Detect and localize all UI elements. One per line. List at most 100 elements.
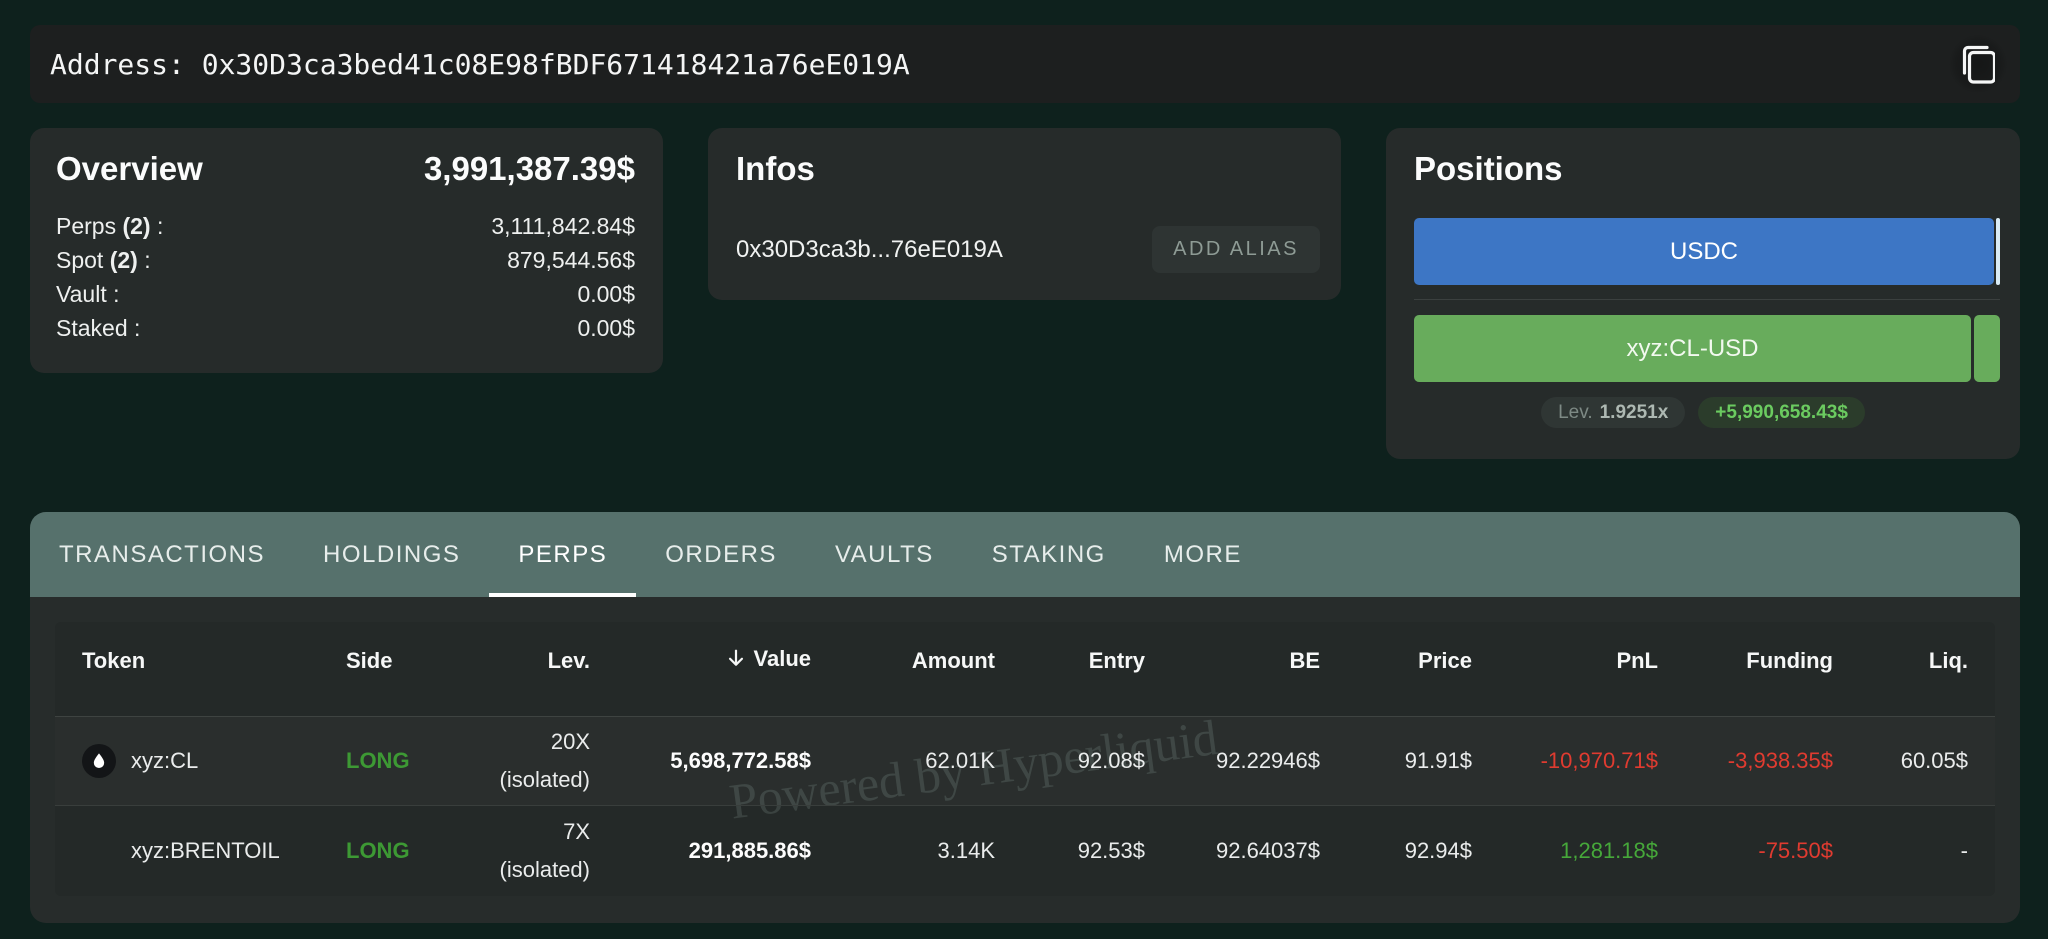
overview-row-separator: : xyxy=(127,315,141,341)
overview-row-vault: Vault : 0.00$ xyxy=(56,277,635,311)
infos-title: Infos xyxy=(736,150,815,187)
table-header-row: Token Side Lev. Value Amount Entry BE Pr… xyxy=(55,622,1995,717)
be-cell: 92.22946$ xyxy=(1216,748,1320,773)
positions-divider xyxy=(1414,299,2000,300)
overview-total-value: 3,991,387.39$ xyxy=(423,150,635,187)
entry-cell: 92.53$ xyxy=(1077,837,1145,863)
xyzcl-bar-label: xyz:CL-USD xyxy=(1626,334,1759,362)
entry-cell: 92.08$ xyxy=(1077,748,1145,773)
token-cell: xyz:CL xyxy=(55,744,332,778)
leverage-mode: (isolated) xyxy=(499,856,590,882)
price-cell: 92.94$ xyxy=(1404,837,1472,863)
pnl-cell: 1,281.18$ xyxy=(1560,837,1658,863)
perps-table: Powered by Hyperliquid Token Side Lev. V… xyxy=(55,622,1995,896)
token-name: xyz:CL xyxy=(131,748,199,773)
wallet-address: Address: 0x30D3ca3bed41c08E98fBDF6714184… xyxy=(50,47,910,81)
pnl-badge: +5,990,658.43$ xyxy=(1698,397,1865,428)
tab-holdings[interactable]: HOLDINGS xyxy=(323,540,461,568)
amount-cell: 62.01K xyxy=(925,748,995,773)
pnl-cell: -10,970.71$ xyxy=(1540,748,1658,773)
overview-row-name: Spot xyxy=(56,247,104,273)
value-cell: 5,698,772.58$ xyxy=(670,748,811,773)
overview-row-count: (2) xyxy=(109,247,138,273)
amount-cell: 3.14K xyxy=(937,837,996,863)
token-name: xyz:BRENTOIL xyxy=(131,837,280,863)
overview-row-label: Vault : xyxy=(56,277,120,311)
leverage-value: 7X xyxy=(563,818,590,844)
bottom-panel: TRANSACTIONS HOLDINGS PERPS ORDERS VAULT… xyxy=(30,512,2020,923)
col-header-token[interactable]: Token xyxy=(82,647,146,673)
col-header-lev[interactable]: Lev. xyxy=(547,647,590,673)
overview-row-spot: Spot (2) : 879,544.56$ xyxy=(56,243,635,277)
infos-card-header: Infos xyxy=(736,150,815,188)
overview-row-value: 0.00$ xyxy=(577,281,635,307)
value-cell: 291,885.86$ xyxy=(688,837,811,863)
overview-row-separator: : xyxy=(106,281,120,307)
liq-cell: 60.05$ xyxy=(1900,748,1968,773)
oil-drop-icon xyxy=(82,744,116,778)
overview-row-name: Vault xyxy=(56,281,107,307)
positions-card-header: Positions xyxy=(1414,150,1563,188)
infos-card: Infos 0x30D3ca3b...76eE019A ADD ALIAS xyxy=(708,128,1341,300)
overview-row-separator: : xyxy=(150,213,164,239)
positions-card: Positions USDC xyz:CL-USD Lev. 1.9251x +… xyxy=(1386,128,2020,459)
overview-row-perps: Perps (2) : 3,111,842.84$ xyxy=(56,209,635,243)
add-alias-button[interactable]: ADD ALIAS xyxy=(1152,226,1320,273)
xyzcl-bar-segment[interactable]: xyz:CL-USD xyxy=(1414,315,1971,382)
col-header-value[interactable]: Value xyxy=(590,646,811,692)
leverage-cell: 7X (isolated) xyxy=(470,813,590,889)
overview-row-value: 3,111,842.84$ xyxy=(491,213,635,239)
leverage-mode: (isolated) xyxy=(499,767,590,792)
funding-cell: -3,938.35$ xyxy=(1727,748,1833,773)
col-header-be[interactable]: BE xyxy=(1289,647,1320,673)
copy-address-button[interactable] xyxy=(1949,35,2007,93)
token-cell: xyz:BRENTOIL xyxy=(55,838,332,864)
tab-perps[interactable]: PERPS xyxy=(489,512,637,597)
col-header-value-label: Value xyxy=(753,646,811,671)
tab-transactions[interactable]: TRANSACTIONS xyxy=(59,540,266,568)
address-bar: Address: 0x30D3ca3bed41c08E98fBDF6714184… xyxy=(30,25,2020,103)
tab-more[interactable]: MORE xyxy=(1163,540,1242,568)
overview-row-count: (2) xyxy=(122,213,151,239)
tab-bar: TRANSACTIONS HOLDINGS PERPS ORDERS VAULT… xyxy=(30,512,2020,597)
infos-address-short: 0x30D3ca3b...76eE019A xyxy=(736,235,1003,263)
side-cell: LONG xyxy=(346,748,410,773)
tab-staking[interactable]: STAKING xyxy=(991,540,1106,568)
usdc-bar-segment[interactable]: USDC xyxy=(1414,218,1994,285)
col-header-price[interactable]: Price xyxy=(1418,647,1472,673)
col-header-liq[interactable]: Liq. xyxy=(1928,647,1968,673)
overview-row-value: 0.00$ xyxy=(577,315,635,341)
positions-bar-xyzcl: xyz:CL-USD xyxy=(1414,315,2000,382)
side-cell: LONG xyxy=(346,837,410,863)
price-cell: 91.91$ xyxy=(1404,748,1472,773)
usdc-bar-label: USDC xyxy=(1669,237,1738,265)
leverage-cell: 20X (isolated) xyxy=(470,723,590,799)
overview-row-name: Staked xyxy=(56,315,128,341)
overview-row-value: 879,544.56$ xyxy=(507,247,635,273)
positions-title: Positions xyxy=(1414,150,1563,187)
leverage-value: 20X xyxy=(550,729,590,754)
usdc-bar-small-segment[interactable] xyxy=(1996,218,2000,285)
table-row-xyzbrentoil[interactable]: xyz:BRENTOIL LONG 7X (isolated) 291,885.8… xyxy=(55,806,1995,895)
col-header-amount[interactable]: Amount xyxy=(911,647,995,673)
overview-row-name: Perps xyxy=(56,213,117,239)
tab-orders[interactable]: ORDERS xyxy=(665,540,777,568)
table-row-xyzcl[interactable]: xyz:CL LONG 20X (isolated) 5,698,772.58$ … xyxy=(55,717,1995,806)
col-header-entry[interactable]: Entry xyxy=(1088,647,1145,673)
col-header-side[interactable]: Side xyxy=(346,647,393,673)
be-cell: 92.64037$ xyxy=(1216,837,1320,863)
positions-bar-usdc: USDC xyxy=(1414,218,2000,285)
col-header-pnl[interactable]: PnL xyxy=(1616,647,1658,673)
copy-icon xyxy=(1962,45,1995,84)
overview-card-header: Overview 3,991,387.39$ xyxy=(56,150,635,188)
xyzcl-bar-small-segment[interactable] xyxy=(1974,315,2000,382)
positions-badges-row: Lev. 1.9251x +5,990,658.43$ xyxy=(1386,397,2020,428)
overview-row-label: Spot (2) : xyxy=(56,243,151,277)
sort-desc-icon xyxy=(725,647,747,675)
tab-vaults[interactable]: VAULTS xyxy=(834,540,934,568)
overview-title: Overview xyxy=(56,150,203,187)
funding-cell: -75.50$ xyxy=(1758,837,1833,863)
overview-row-separator: : xyxy=(137,247,151,273)
col-header-funding[interactable]: Funding xyxy=(1746,647,1833,673)
overview-row-staked: Staked : 0.00$ xyxy=(56,311,635,345)
